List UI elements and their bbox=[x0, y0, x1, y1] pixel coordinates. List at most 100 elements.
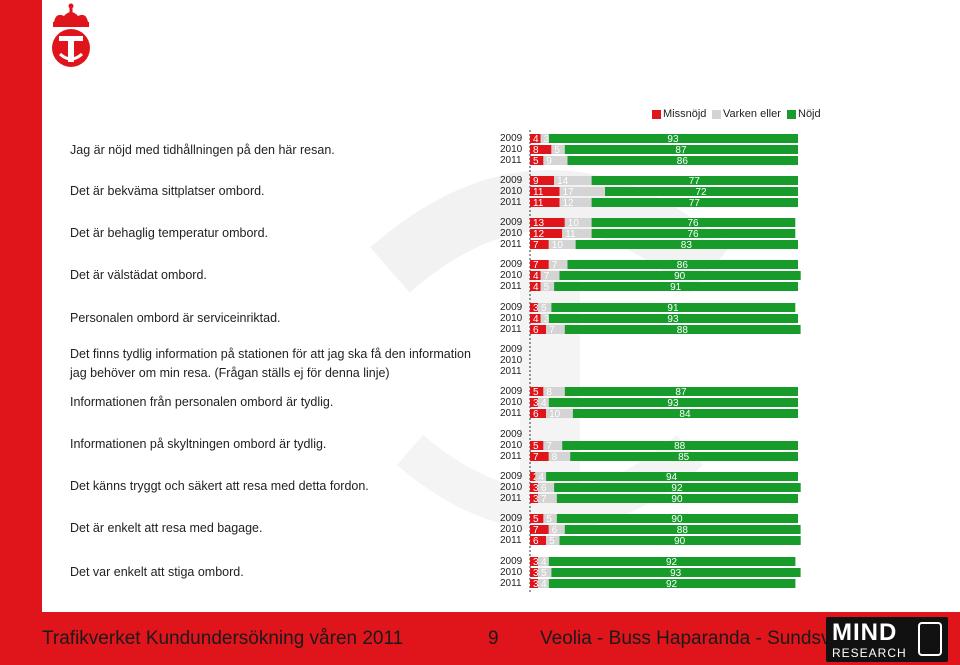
bar-value-label: 13 bbox=[533, 218, 545, 229]
bar-segment-varken bbox=[540, 282, 555, 291]
bar-value-label: 8 bbox=[546, 387, 552, 398]
bar-value-label: 12 bbox=[563, 198, 575, 209]
bar-value-label: 5 bbox=[533, 441, 539, 452]
bar-segment-missnojd bbox=[530, 198, 560, 207]
bar-segment-missnojd bbox=[530, 303, 538, 312]
bar-segment-varken bbox=[540, 314, 549, 323]
bar-value-label: 93 bbox=[667, 134, 679, 145]
bar-value-label: 11 bbox=[533, 187, 544, 198]
year-label: 2011 bbox=[500, 324, 522, 335]
bar-value-label: 91 bbox=[670, 282, 682, 293]
bar-segment-missnojd bbox=[530, 441, 544, 450]
year-label: 2011 bbox=[500, 197, 522, 208]
left-red-band bbox=[0, 0, 42, 612]
bar-value-label: 7 bbox=[546, 441, 552, 452]
bar-value-label: 93 bbox=[667, 314, 679, 325]
bar-segment-nojd bbox=[591, 198, 798, 207]
mind-logo-mark bbox=[918, 622, 942, 656]
bar-segment-varken bbox=[559, 198, 592, 207]
bar-value-label: 87 bbox=[675, 145, 687, 156]
bar-segment-nojd bbox=[605, 187, 798, 196]
year-label: 2009 bbox=[500, 344, 523, 355]
bar-segment-missnojd bbox=[530, 260, 549, 269]
legend-label-missnojd: Missnöjd bbox=[663, 108, 707, 120]
bar-value-label: 3 bbox=[533, 494, 539, 505]
bar-value-label: 5 bbox=[544, 282, 550, 293]
bar-value-label: 6 bbox=[533, 536, 539, 547]
bar-value-label: 77 bbox=[689, 198, 701, 209]
bar-segment-varken bbox=[543, 156, 568, 165]
bar-value-label: 76 bbox=[688, 218, 700, 229]
year-label: 2009 bbox=[500, 175, 523, 186]
bar-value-label: 4 bbox=[541, 398, 547, 409]
bar-segment-nojd bbox=[564, 525, 801, 534]
trafikverket-crown-logo bbox=[42, 0, 100, 74]
year-label: 2011 bbox=[500, 239, 522, 250]
bar-segment-nojd bbox=[564, 145, 798, 154]
bar-value-label: 85 bbox=[678, 452, 690, 463]
question-label: Det var enkelt att stiga ombord. bbox=[70, 565, 244, 579]
bar-segment-varken bbox=[548, 525, 565, 534]
year-label: 2010 bbox=[500, 144, 523, 155]
bar-segment-missnojd bbox=[530, 282, 541, 291]
year-label: 2010 bbox=[500, 482, 523, 493]
bar-segment-missnojd bbox=[530, 134, 541, 143]
year-label: 2009 bbox=[500, 302, 523, 313]
bar-value-label: 3 bbox=[544, 134, 550, 145]
bar-value-label: 7 bbox=[552, 260, 558, 271]
question-label: Det finns tydlig information på statione… bbox=[70, 347, 471, 380]
bar-value-label: 6 bbox=[533, 409, 539, 420]
bar-value-label: 5 bbox=[546, 514, 552, 525]
year-label: 2009 bbox=[500, 217, 523, 228]
question-label: Det är bekväma sittplatser ombord. bbox=[70, 184, 265, 198]
bar-segment-missnojd bbox=[530, 271, 541, 280]
year-label: 2010 bbox=[500, 270, 523, 281]
bar-value-label: 86 bbox=[677, 260, 689, 271]
footer-bar bbox=[0, 612, 960, 665]
year-label: 2009 bbox=[500, 386, 523, 397]
bar-segment-missnojd bbox=[530, 229, 563, 238]
year-label: 2011 bbox=[500, 535, 522, 546]
bar-segment-nojd bbox=[556, 494, 798, 503]
bar-value-label: 17 bbox=[563, 187, 575, 198]
bar-value-label: 4 bbox=[533, 314, 539, 325]
footer-route: Veolia - Buss Haparanda - Sundsvall bbox=[540, 628, 850, 649]
bar-value-label: 3 bbox=[533, 303, 539, 314]
bar-value-label: 88 bbox=[674, 441, 686, 452]
bar-value-label: 83 bbox=[681, 240, 693, 251]
bar-value-label: 10 bbox=[549, 409, 561, 420]
question-label: Det är välstädat ombord. bbox=[70, 268, 207, 282]
bar-segment-varken bbox=[546, 409, 573, 418]
bar-segment-missnojd bbox=[530, 387, 544, 396]
bar-segment-nojd bbox=[548, 134, 798, 143]
bar-value-label: 7 bbox=[533, 525, 539, 536]
bar-segment-nojd bbox=[572, 409, 798, 418]
bar-value-label: 7 bbox=[544, 271, 550, 282]
bar-value-label: 4 bbox=[541, 557, 547, 568]
bar-segment-missnojd bbox=[530, 409, 547, 418]
year-label: 2010 bbox=[500, 313, 523, 324]
bar-value-label: 7 bbox=[533, 452, 539, 463]
year-label: 2010 bbox=[500, 186, 523, 197]
year-label: 2009 bbox=[500, 133, 523, 144]
bar-value-label: 5 bbox=[541, 303, 547, 314]
bar-value-label: 8 bbox=[533, 145, 539, 156]
bar-segment-nojd bbox=[591, 229, 796, 238]
bar-value-label: 5 bbox=[554, 145, 560, 156]
bar-segment-varken bbox=[562, 229, 592, 238]
year-label: 2010 bbox=[500, 567, 523, 578]
question-label: Informationen på skyltningen ombord är t… bbox=[70, 437, 327, 451]
bar-value-label: 4 bbox=[538, 472, 544, 483]
bar-value-label: 3 bbox=[533, 557, 539, 568]
bar-segment-nojd bbox=[554, 282, 798, 291]
legend-label-nojd: Nöjd bbox=[798, 108, 821, 120]
bar-value-label: 7 bbox=[541, 494, 547, 505]
bar-segment-nojd bbox=[548, 579, 796, 588]
question-label: Jag är nöjd med tidhållningen på den här… bbox=[70, 143, 335, 157]
bar-value-label: 92 bbox=[666, 557, 678, 568]
bar-value-label: 3 bbox=[533, 568, 539, 579]
bar-segment-missnojd bbox=[530, 557, 538, 566]
question-label: Det är behaglig temperatur ombord. bbox=[70, 226, 269, 240]
bar-segment-varken bbox=[540, 134, 549, 143]
